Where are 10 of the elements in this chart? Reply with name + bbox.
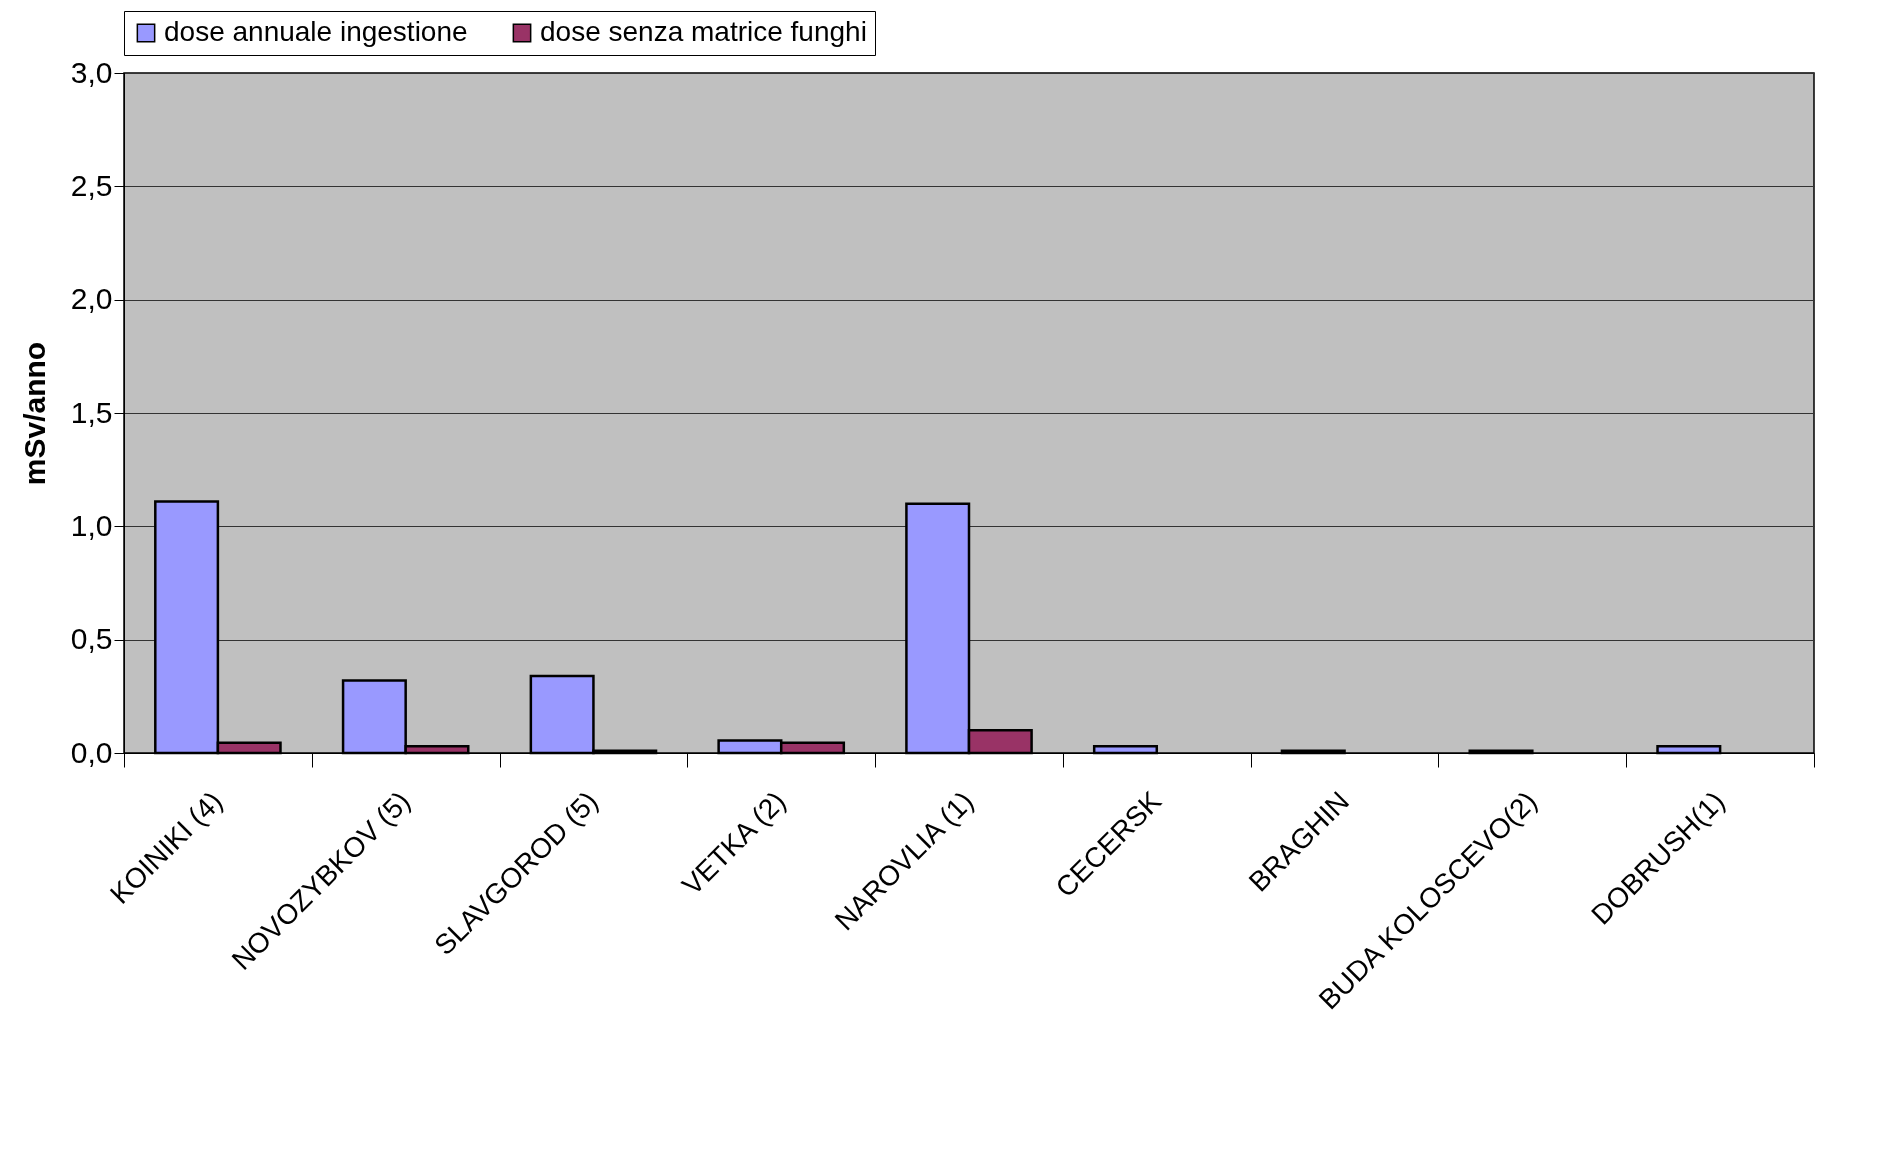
y-tick-label: 2,0 (70, 282, 113, 316)
legend-label: dose annuale ingestione (164, 16, 468, 47)
y-tick-label: 0,5 (70, 622, 113, 656)
y-tick-label: 1,0 (70, 508, 113, 542)
y-axis-title: mSv/anno (17, 341, 51, 486)
y-tick-label: 1,5 (70, 395, 113, 429)
y-tick-label: 2,5 (70, 168, 113, 202)
y-tick-label: 0,0 (70, 735, 113, 769)
y-tick-label: 3,0 (70, 55, 113, 89)
legend-label: dose senza matrice funghi (540, 16, 867, 47)
